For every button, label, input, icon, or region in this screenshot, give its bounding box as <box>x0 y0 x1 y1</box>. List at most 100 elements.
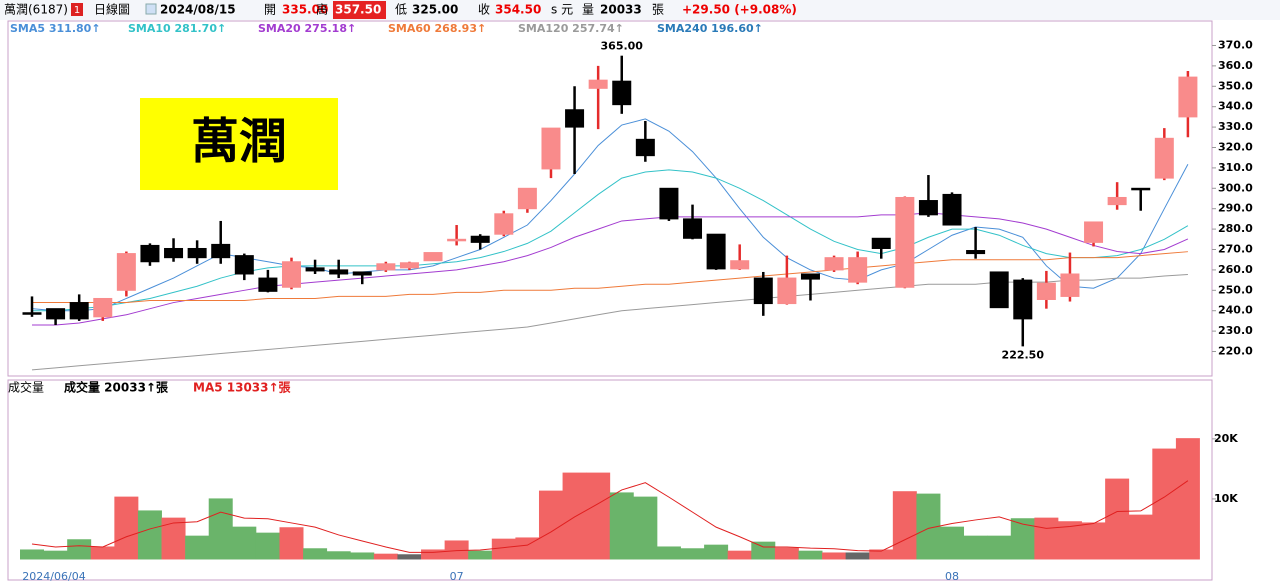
chart-kind: 日線圖 <box>94 2 130 17</box>
change: +29.50 (+9.08%) <box>682 3 797 17</box>
candle-body <box>164 247 184 259</box>
volume-label: 量 <box>582 3 594 17</box>
candle-body <box>612 80 632 106</box>
low-label: 低 <box>395 3 407 17</box>
volume-bar <box>43 550 68 560</box>
candle-body <box>824 257 844 271</box>
candle-body <box>329 269 349 275</box>
volume-bar <box>1081 522 1106 560</box>
candle-body <box>942 193 962 226</box>
sma-line <box>32 212 1189 326</box>
y-tick-label: 230.0 <box>1218 324 1253 337</box>
volume-bar <box>185 535 210 560</box>
candle-body <box>46 308 66 320</box>
badge-text: 1 <box>74 5 80 16</box>
candle-body <box>683 218 703 239</box>
candle-body <box>1084 221 1104 243</box>
y-tick-label: 330.0 <box>1218 120 1253 133</box>
candle-body <box>989 271 1009 309</box>
candle-body <box>1178 76 1198 118</box>
volume-bar <box>774 547 799 560</box>
candle-body <box>848 257 868 283</box>
candle-body <box>895 196 915 288</box>
y-tick-label: 280.0 <box>1218 222 1253 235</box>
y-tick-label: 350.0 <box>1218 79 1253 92</box>
y-tick-label: 290.0 <box>1218 202 1253 215</box>
candle-body <box>1107 196 1127 206</box>
candle-body <box>541 127 561 170</box>
volume-bar <box>350 552 375 560</box>
legend-entry: MA5 13033↑張 <box>193 381 292 395</box>
x-tick-label: 07 <box>450 570 464 583</box>
y-tick-label: 220.0 <box>1218 345 1253 358</box>
candle-body <box>93 297 113 318</box>
candle-body <box>1060 273 1080 297</box>
volume-bar <box>326 551 351 560</box>
annotation: 365.00 <box>601 40 644 53</box>
candle-body <box>352 271 372 276</box>
y-tick-label: 20K <box>1214 432 1238 445</box>
legend-entry: SMA10 281.70↑ <box>128 22 226 35</box>
volume-bar <box>845 552 870 560</box>
candle-body <box>423 252 443 262</box>
candle-body <box>1131 187 1151 191</box>
high-label: 高 <box>316 2 328 17</box>
candle-body <box>187 247 207 259</box>
volume-bar <box>1057 521 1082 560</box>
y-tick-label: 240.0 <box>1218 304 1253 317</box>
candle-body <box>447 238 467 242</box>
y-tick-label: 370.0 <box>1218 38 1253 51</box>
close-label: 收 <box>478 3 490 17</box>
y-tick-label: 320.0 <box>1218 140 1253 153</box>
volume-bar <box>208 498 233 560</box>
y-tick-label: 270.0 <box>1218 243 1253 256</box>
close: 354.50 <box>495 3 541 17</box>
candle-body <box>517 187 537 210</box>
legend-entry: SMA60 268.93↑ <box>388 22 486 35</box>
open-label: 開 <box>264 3 276 17</box>
legend-entry: SMA240 196.60↑ <box>657 22 763 35</box>
candle-body <box>706 233 726 270</box>
volume-bar <box>822 552 847 560</box>
volume-title: 成交量 <box>8 380 44 395</box>
legend-entry: SMA120 257.74↑ <box>518 22 624 35</box>
sma-line <box>32 251 1188 304</box>
volume-bar <box>397 554 422 560</box>
candle-body <box>1013 279 1033 320</box>
volume-bar <box>491 538 516 560</box>
label-box-text: 萬潤 <box>191 114 287 170</box>
volume-bar <box>940 526 965 560</box>
volume-unit: 張 <box>652 3 664 17</box>
candle-body <box>399 262 419 269</box>
x-tick-label: 08 <box>945 570 959 583</box>
unit: s 元 <box>551 3 573 17</box>
volume-bar <box>538 490 563 560</box>
volume-bar <box>704 544 729 560</box>
y-tick-label: 10K <box>1214 492 1238 505</box>
volume-bar <box>114 496 139 560</box>
volume-bar <box>680 548 705 560</box>
candle-body <box>376 263 396 271</box>
checkbox[interactable] <box>145 3 157 15</box>
volume-bar <box>67 539 92 560</box>
y-tick-label: 340.0 <box>1218 100 1253 113</box>
stock-name: 萬潤(6187) <box>4 3 68 17</box>
sma-line <box>32 169 1189 312</box>
volume-bar <box>1152 448 1177 560</box>
candle-body <box>777 277 797 305</box>
candle-body <box>1154 137 1174 179</box>
candle-body <box>800 273 820 280</box>
candle-body <box>305 267 325 272</box>
date: 2024/08/15 <box>160 3 236 17</box>
price-panel <box>7 20 1213 377</box>
high-bg <box>333 1 386 19</box>
open: 335.00 <box>282 3 328 17</box>
legend-entry: SMA20 275.18↑ <box>258 22 356 35</box>
candle-body <box>22 312 42 315</box>
volume: 20033 <box>600 3 642 17</box>
candle-body <box>871 237 891 249</box>
y-tick-label: 300.0 <box>1218 181 1253 194</box>
candle-body <box>234 255 254 275</box>
candle-body <box>730 260 750 270</box>
